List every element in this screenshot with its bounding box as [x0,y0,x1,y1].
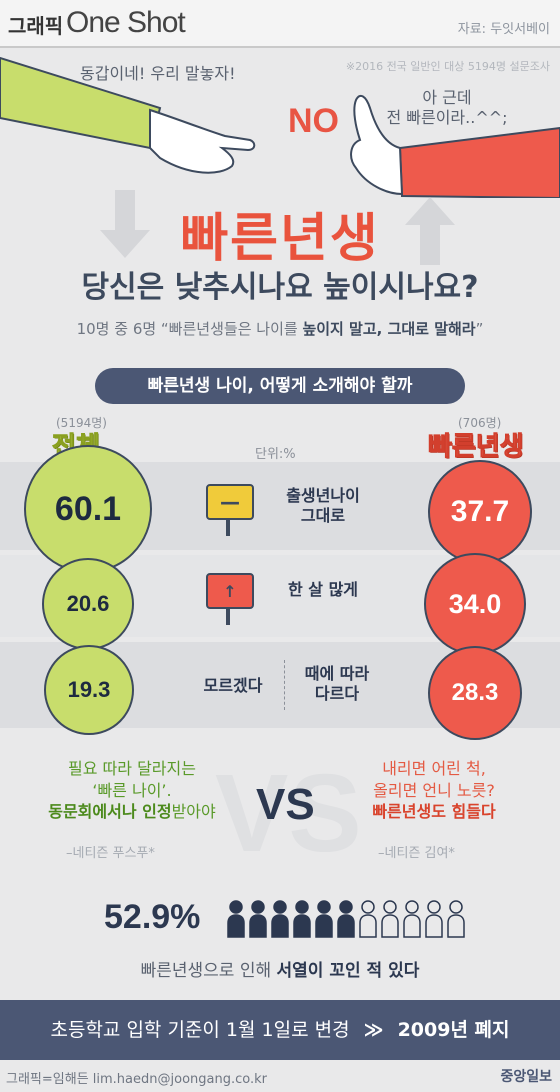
people-pictogram [226,899,466,939]
early-value-1: 37.7 [428,460,532,564]
row-label-1-line2: 그대로 [300,506,346,525]
person-filled-icon [249,900,267,938]
quote-left-bold: 동문회에서나 인정 [48,802,172,822]
brand-english: One Shot [66,6,186,39]
stat-text: 빠른년생으로 인해 서열이 꼬인 적 있다 [0,956,560,981]
minus-sign-icon: — [206,484,254,520]
credit: 그래픽=임해든 lim.haedn@joongang.co.kr [6,1072,267,1087]
source-label: 자료: 두잇서베이 [457,22,550,37]
person-filled-icon [337,900,355,938]
early-value-2: 34.0 [424,553,526,655]
section-banner: 빠른년생 나이, 어떻게 소개해야 할까 [95,368,465,404]
page-title: 빠른년생 [180,209,380,269]
attribution-left: –네티즌 푸스푸* [66,846,155,861]
total-value-2: 20.6 [42,558,134,650]
row-label-3b-line2: 다르다 [314,684,360,703]
footer-bar: 초등학교 입학 기준이 1월 1일로 변경 ≫ 2009년 폐지 [0,1000,560,1060]
page-subtitle: 당신은 낮추시나요 높이시나요? [81,270,479,305]
total-value-1: 60.1 [24,445,152,573]
early-value-3: 28.3 [428,646,522,740]
summary-suffix: ” [475,320,484,338]
footer-bold: 2009년 폐지 [397,1019,510,1041]
quote-right-line2: 올리면 언니 노릇? [373,780,495,800]
quote-left-line1: 필요 따라 달라지는 [68,759,196,778]
speech-left: 동갑이네! 우리 말놓자! [80,64,236,83]
early-sample-size: (706명) [458,416,502,430]
row-label-1-line1: 출생년나이 [286,486,360,505]
speech-right-line2: 전 빠른이라..^^; [386,108,508,127]
early-group-label: 빠른년생 [428,432,525,463]
press-logo: 중앙일보 [500,1069,552,1085]
right-sleeve [398,126,560,198]
quote-right: 내리면 어린 척, 올리면 언니 노릇? 빠른년생도 힘들다 [318,758,550,823]
row-label-3a: 모르겠다 [203,676,263,695]
quote-left-line3: 동문회에서나 인정받아야 [12,801,252,823]
handshake-illustration [0,56,560,198]
stat-percent: 52.9% [104,898,201,936]
person-filled-icon [271,900,289,938]
quote-left: 필요 따라 달라지는 ‘빠른 나이’. 동문회에서나 인정받아야 [12,758,252,823]
person-filled-icon [293,900,311,938]
quote-right-line1: 내리면 어린 척, [382,759,486,778]
total-value-3: 19.3 [44,645,134,735]
no-text: NO [288,102,339,140]
vs-watermark: VS [215,752,362,875]
right-hand [350,94,404,196]
header [0,0,560,48]
row-label-1: 출생년나이 그대로 [268,486,378,526]
quote-left-line2: ‘빠른 나이’. [92,780,172,800]
up-arrow-sign-icon: ↑ [206,573,254,609]
person-outline-icon [447,900,465,938]
sign-pole [226,518,230,536]
person-filled-icon [315,900,333,938]
divider [284,660,286,710]
row-label-2: 한 살 많게 [287,580,359,599]
up-arrow-icon [405,197,455,265]
person-outline-icon [359,900,377,938]
row-label-3b-line1: 때에 따라 [304,664,370,683]
sign-pole [226,607,230,625]
footer-text: 초등학교 입학 기준이 1월 1일로 변경 [50,1019,350,1041]
summary: 10명 중 6명 “빠른년생들은 나이를 높이지 말고, 그대로 말해라” [0,318,560,339]
person-outline-icon [381,900,399,938]
survey-note: ※2016 전국 일반인 대상 5194명 설문조사 [345,60,550,73]
person-outline-icon [403,900,421,938]
quote-right-bold: 빠른년생도 힘들다 [372,802,496,822]
person-filled-icon [227,900,245,938]
stat-text-prefix: 빠른년생으로 인해 [140,961,277,981]
summary-prefix: 10명 중 6명 “빠른년생들은 나이를 [76,320,303,338]
down-arrow-icon [100,190,150,258]
person-outline-icon [425,900,443,938]
double-chevron-icon: ≫ [363,1019,384,1041]
left-hand [149,108,256,174]
row-label-3b: 때에 따라 다르다 [292,664,382,704]
unit-label: 단위:% [255,447,296,462]
total-sample-size: (5194명) [56,416,107,430]
quote-left-rest: 받아야 [171,802,216,822]
stat-text-bold: 서열이 꼬인 적 있다 [276,961,420,981]
attribution-right: –네티즌 김여* [378,846,455,861]
vs-label: VS [256,780,315,829]
summary-bold: 높이지 말고, 그대로 말해라 [302,320,476,338]
brand-korean: 그래픽 [8,14,64,38]
speech-right-line1: 아 근데 [422,88,472,107]
speech-right: 아 근데 전 빠른이라..^^; [352,88,542,128]
